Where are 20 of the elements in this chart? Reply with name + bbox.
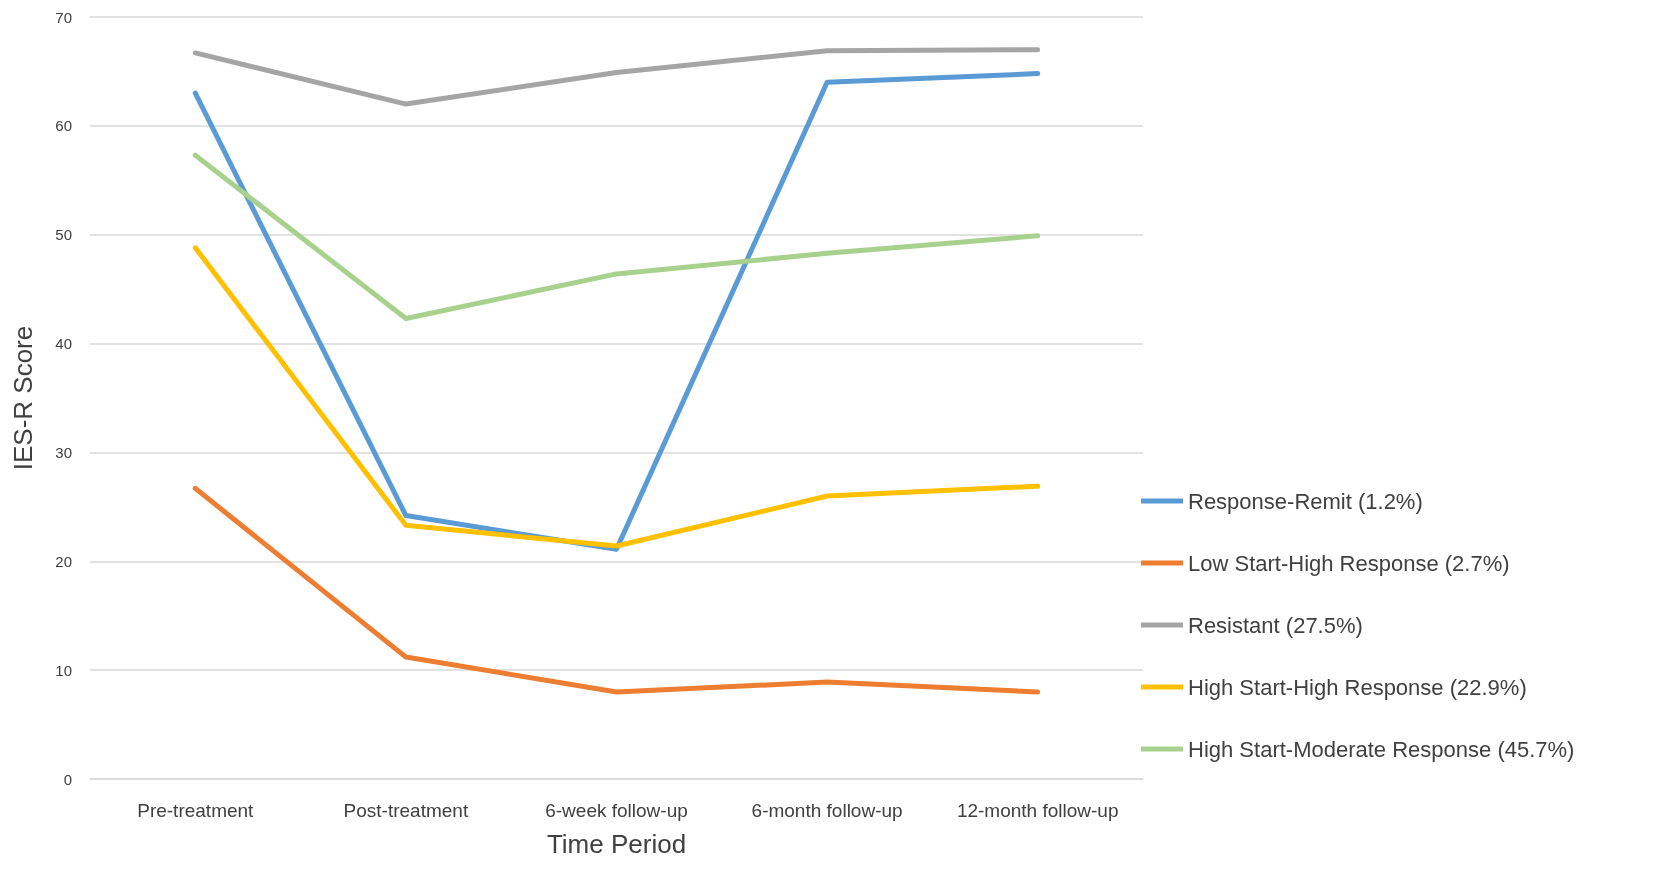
y-tick-label: 40 <box>55 335 72 353</box>
x-axis-title: Time Period <box>546 829 687 859</box>
y-tick-label: 50 <box>55 226 72 244</box>
y-tick-label: 0 <box>63 770 72 788</box>
legend-label: Low Start-High Response (2.7%) <box>1188 550 1510 576</box>
y-axis-title: IES-R Score <box>8 325 38 471</box>
y-tick-label: 10 <box>55 661 72 679</box>
legend-label: High Start-High Response (22.9%) <box>1188 674 1527 700</box>
x-tick-label: Post-treatment <box>343 800 469 821</box>
y-tick-label: 60 <box>55 117 72 135</box>
y-tick-label: 30 <box>55 443 72 461</box>
x-tick-label: 6-week follow-up <box>545 800 688 821</box>
x-tick-label: 12-month follow-up <box>956 800 1119 821</box>
x-tick-label: Pre-treatment <box>137 800 255 821</box>
legend-label: Response-Remit (1.2%) <box>1188 488 1423 514</box>
legend-label: High Start-Moderate Response (45.7%) <box>1188 736 1575 762</box>
legend-label: Resistant (27.5%) <box>1188 612 1363 638</box>
y-tick-label: 70 <box>55 8 72 26</box>
y-tick-label: 20 <box>55 552 72 570</box>
x-tick-label: 6-month follow-up <box>751 800 903 821</box>
